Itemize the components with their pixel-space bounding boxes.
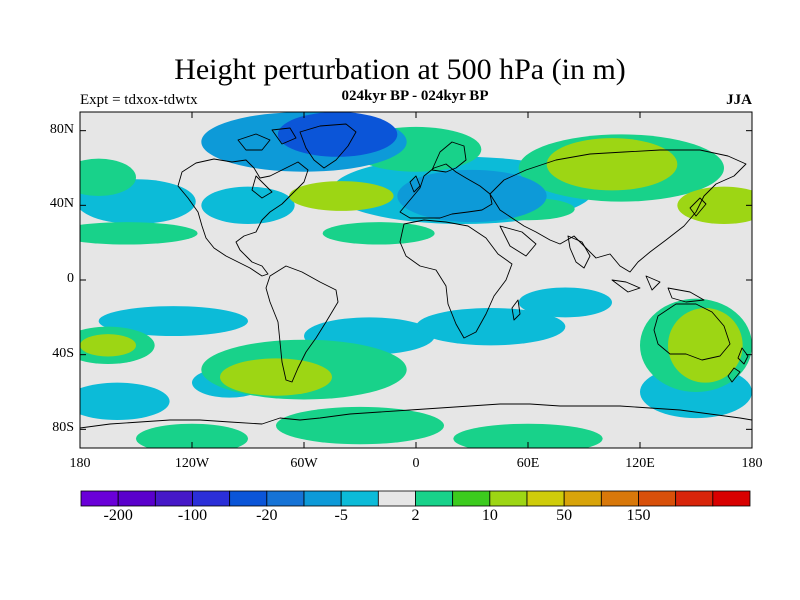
colorbar-box (712, 490, 751, 507)
contour-region (677, 186, 752, 224)
coastline-new-zealand (727, 347, 749, 383)
colorbar-label: 10 (481, 507, 498, 524)
colorbar-box (266, 490, 305, 507)
coastline-india (567, 235, 591, 269)
colorbar-box (80, 490, 119, 507)
coastline-north-america (177, 158, 309, 277)
coastline-antarctica (80, 403, 752, 429)
contour-region (289, 181, 394, 211)
lon-tick-label: 60E (516, 456, 540, 471)
lat-tick-label: 80N (49, 121, 74, 137)
lat-tick-label: 40S (52, 345, 74, 361)
colorbar-box (377, 490, 416, 507)
period-label: 024kyr BP - 024kyr BP (341, 88, 489, 104)
colorbar-label: 150 (626, 507, 651, 524)
contour-region (220, 358, 332, 396)
lat-tick-label: 80S (52, 420, 74, 436)
coastline-indonesia (611, 275, 705, 303)
colorbar-box (192, 490, 231, 507)
colorbar-box (489, 490, 528, 507)
lon-tick-label: 180 (741, 456, 763, 471)
coastline-arctic-islands (237, 127, 297, 151)
colorbar-box (303, 490, 342, 507)
lat-tick-label: 0 (67, 271, 74, 286)
coastline-scandinavia (431, 141, 467, 173)
contour-fill-layer (80, 112, 752, 448)
contour-region (80, 222, 198, 245)
coastline-australia (653, 303, 731, 361)
contour-region (80, 158, 136, 196)
colorbar-box (415, 490, 454, 507)
contour-region (276, 406, 444, 445)
colorbar-label: 2 (411, 507, 420, 524)
contour-region (80, 334, 136, 357)
coastline-africa (399, 219, 513, 339)
colorbar-label: -5 (334, 507, 348, 524)
contour-region (397, 169, 547, 223)
axis-ticks (79, 112, 753, 448)
lon-tick-label: 60W (290, 456, 318, 471)
season-label: JJA (726, 92, 752, 108)
colorbar-box (563, 490, 602, 507)
colorbar-box (600, 490, 639, 507)
coastline-europe (399, 163, 493, 219)
coastline-hudson-bay (251, 175, 273, 199)
contour-region (518, 287, 612, 318)
coastline-asia (489, 149, 747, 273)
colorbar-box (340, 490, 379, 507)
lon-tick-label: 0 (412, 456, 420, 471)
colorbar-box (675, 490, 714, 507)
colorbar-box (117, 490, 156, 507)
contour-region (98, 306, 249, 337)
colorbar-label: 50 (556, 507, 573, 524)
colorbar-box (154, 490, 193, 507)
contour-region (322, 222, 435, 245)
coastline-arabia (499, 225, 537, 257)
colorbar-label: -200 (103, 507, 133, 524)
coastline-south-america (265, 265, 339, 383)
colorbar-label: -20 (256, 507, 278, 524)
lat-tick-label: 40N (49, 196, 74, 212)
colorbar-box (638, 490, 677, 507)
contour-region (80, 382, 170, 420)
coastlines (80, 123, 752, 429)
contour-region (136, 423, 248, 448)
colorbar-label: -100 (177, 507, 208, 524)
contour-region (201, 186, 295, 224)
colorbar-box (229, 490, 268, 507)
map-title: Height perturbation at 500 hPa (in m) (174, 53, 626, 86)
contour-region (277, 112, 398, 157)
contour-region (453, 423, 603, 448)
colorbar-box (452, 490, 491, 507)
coastline-greenland (299, 123, 357, 169)
coastline-madagascar (511, 299, 521, 321)
lon-tick-label: 120E (625, 456, 655, 471)
lon-tick-label: 180 (69, 456, 91, 471)
coastline-british-isles (409, 175, 421, 193)
experiment-label: Expt = tdxox-tdwtx (80, 92, 198, 108)
lon-tick-label: 120W (174, 456, 210, 471)
colorbar-box (526, 490, 565, 507)
coastline-japan (689, 197, 707, 217)
